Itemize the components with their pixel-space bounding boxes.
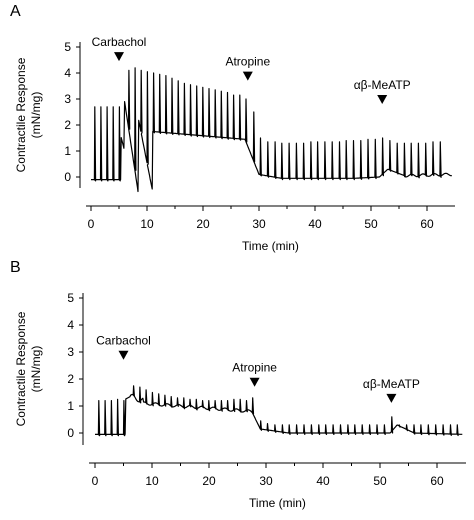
x-tick-label: 40 xyxy=(316,474,330,488)
x-tick-label: 50 xyxy=(373,474,387,488)
y-tick-label: 1 xyxy=(64,144,71,158)
x-tick-label: 0 xyxy=(88,217,95,231)
y-tick-label: 3 xyxy=(64,92,71,106)
drug-annotation-label: Atropine xyxy=(232,361,277,375)
drug-marker-arrow xyxy=(377,95,388,104)
drug-annotation-label: Carbachol xyxy=(92,35,147,49)
x-tick-label: 40 xyxy=(308,217,322,231)
drug-annotation-label: αβ-MeATP xyxy=(363,377,420,391)
drug-annotation-label: αβ-MeATP xyxy=(354,78,411,92)
drug-marker-arrow xyxy=(242,71,253,81)
y-tick-label: 4 xyxy=(67,318,74,332)
drug-marker-arrow xyxy=(114,52,124,62)
x-tick-label: 30 xyxy=(259,474,273,488)
y-axis-label-units: (mN/mg) xyxy=(29,346,43,393)
y-axis-label-units: (mN/mg) xyxy=(29,92,43,139)
y-tick-label: 2 xyxy=(64,118,71,132)
x-tick-label: 0 xyxy=(92,474,99,488)
panel-letter: A xyxy=(10,3,21,20)
panel-letter: B xyxy=(10,259,21,276)
y-tick-label: 0 xyxy=(64,170,71,184)
y-axis-label: Contractile Response xyxy=(14,311,28,426)
x-tick-label: 60 xyxy=(420,217,434,231)
y-tick-label: 2 xyxy=(67,372,74,386)
y-tick-label: 3 xyxy=(67,345,74,359)
y-tick-label: 5 xyxy=(67,291,74,305)
x-tick-label: 30 xyxy=(252,217,266,231)
drug-marker-arrow xyxy=(118,350,129,360)
drug-marker-arrow xyxy=(249,377,260,387)
y-tick-label: 4 xyxy=(64,66,71,80)
y-tick-label: 1 xyxy=(67,399,74,413)
x-axis-label: Time (min) xyxy=(249,496,306,510)
response-trace xyxy=(95,385,463,437)
y-axis-label: Contractile Response xyxy=(14,57,28,172)
x-tick-label: 10 xyxy=(145,474,159,488)
y-tick-label: 0 xyxy=(67,426,74,440)
x-tick-label: 50 xyxy=(364,217,378,231)
x-tick-label: 10 xyxy=(140,217,154,231)
drug-marker-arrow xyxy=(386,393,397,403)
y-tick-label: 5 xyxy=(64,40,71,54)
x-axis-label: Time (min) xyxy=(242,239,299,253)
response-trace xyxy=(91,67,452,193)
drug-annotation-label: Atropine xyxy=(225,55,270,69)
x-tick-label: 20 xyxy=(196,217,210,231)
x-tick-label: 60 xyxy=(430,474,444,488)
drug-annotation-label: Carbachol xyxy=(96,334,151,348)
x-tick-label: 20 xyxy=(202,474,216,488)
